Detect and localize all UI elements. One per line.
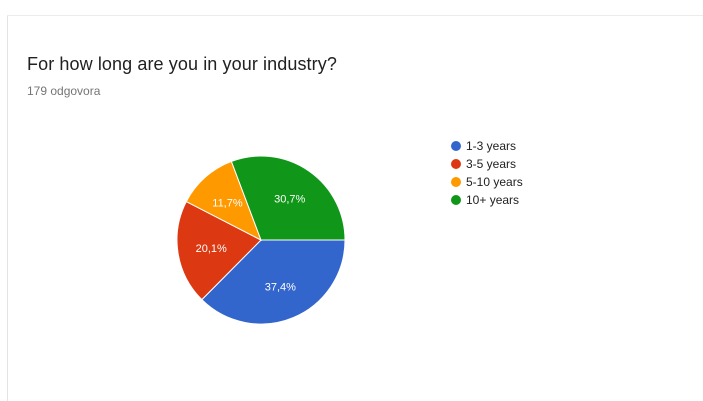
pie-slice-percent-label: 37,4% xyxy=(265,282,296,294)
legend-swatch xyxy=(451,177,461,187)
legend-item[interactable]: 1-3 years xyxy=(451,137,523,155)
card-left-border xyxy=(7,16,8,401)
pie-slice-1-3-years[interactable] xyxy=(201,239,346,325)
pie-slice-10-years[interactable] xyxy=(230,155,346,241)
legend-label: 10+ years xyxy=(466,193,520,207)
pie-slice-percent-label: 20,1% xyxy=(196,243,227,255)
pie-slice-percent-label: 30,7% xyxy=(274,194,305,206)
legend-swatch xyxy=(451,141,461,151)
legend-label: 5-10 years xyxy=(466,175,523,189)
chart-legend: 1-3 years 3-5 years 5-10 years 10+ years xyxy=(451,137,523,209)
legend-item[interactable]: 3-5 years xyxy=(451,155,523,173)
legend-item[interactable]: 10+ years xyxy=(451,191,523,209)
legend-label: 3-5 years xyxy=(466,157,517,171)
legend-swatch xyxy=(451,195,461,205)
card-top-border xyxy=(7,15,703,16)
legend-swatch xyxy=(451,159,461,169)
question-title: For how long are you in your industry? xyxy=(27,54,337,74)
legend-label: 1-3 years xyxy=(466,139,517,153)
response-count: 179 odgovora xyxy=(27,84,101,98)
legend-item[interactable]: 5-10 years xyxy=(451,173,523,191)
pie-slice-3-5-years[interactable] xyxy=(176,200,262,301)
pie-slice-percent-label: 11,7% xyxy=(212,197,243,209)
pie-slice-5-10-years[interactable] xyxy=(185,160,262,242)
